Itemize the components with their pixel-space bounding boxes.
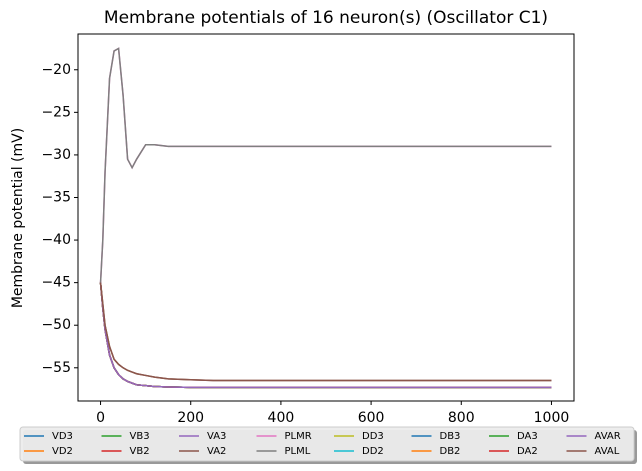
x-tick-label: 400 (268, 410, 295, 426)
series-line (99, 282, 552, 389)
plot-area (99, 47, 552, 389)
series-line (99, 282, 552, 389)
axes-frame (77, 33, 575, 402)
legend-label: DB3 (440, 431, 461, 442)
series-line (99, 282, 552, 389)
legend-label: DD2 (362, 446, 384, 457)
legend-label: AVAR (595, 431, 621, 442)
legend-label: PLML (285, 446, 311, 457)
x-tick-label: 800 (448, 410, 475, 426)
y-tick-label: −45 (41, 275, 71, 291)
y-tick-label: −30 (41, 147, 71, 163)
series-line (99, 47, 552, 283)
series-line (99, 282, 552, 389)
y-tick-label: −55 (41, 360, 71, 376)
x-tick-label: 200 (177, 410, 204, 426)
legend-label: PLMR (285, 431, 312, 442)
y-tick-label: −40 (41, 232, 71, 248)
y-tick-label: −20 (41, 62, 71, 78)
y-tick-label: −25 (41, 104, 71, 120)
legend-label: VD2 (52, 446, 73, 457)
series-line (99, 282, 552, 382)
series-line (99, 282, 552, 389)
series-line (99, 282, 552, 389)
legend-label: VA2 (207, 446, 226, 457)
legend-label: VB3 (130, 431, 150, 442)
series-line (99, 282, 552, 389)
legend-label: AVAL (595, 446, 620, 457)
series-line (99, 282, 552, 389)
x-tick-label: 1000 (534, 410, 570, 426)
series-line (99, 282, 552, 389)
chart-title: Membrane potentials of 16 neuron(s) (Osc… (104, 8, 548, 28)
series-line (99, 47, 552, 283)
x-tick-label: 600 (358, 410, 385, 426)
legend-label: DA3 (517, 431, 538, 442)
legend-label: VB2 (130, 446, 150, 457)
legend-label: VD3 (52, 431, 73, 442)
legend-label: DD3 (362, 431, 384, 442)
y-axis-label: Membrane potential (mV) (10, 128, 26, 308)
y-tick-label: −50 (41, 317, 71, 333)
legend-label: DB2 (440, 446, 461, 457)
legend: VD3 VD2 VB3 VB2 VA3 VA2 PLMR PLML DD3 DD2 DB3 DB2 DA… (24, 431, 621, 457)
legend-label: VA3 (207, 431, 226, 442)
series-line (99, 282, 552, 382)
legend-box (19, 426, 635, 462)
x-tick-label: 0 (96, 410, 105, 426)
series-line (99, 282, 552, 389)
series-line (99, 282, 552, 389)
legend-label: DA2 (517, 446, 538, 457)
series-line (99, 282, 552, 389)
y-tick-label: −35 (41, 189, 71, 205)
